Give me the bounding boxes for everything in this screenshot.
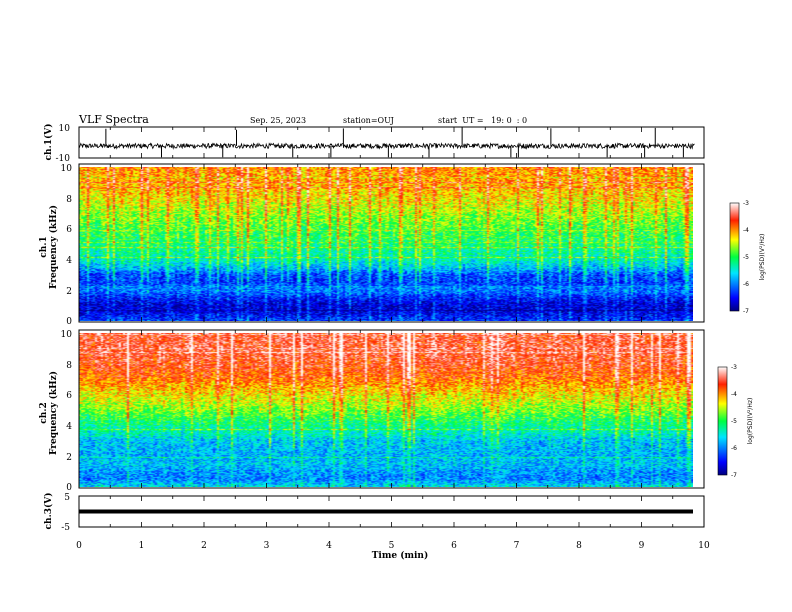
xtick-7: 7 <box>514 541 520 551</box>
x-axis-ticks <box>78 127 705 527</box>
ch1-ytick-top: 10 <box>59 124 71 134</box>
xtick-8: 8 <box>576 541 582 551</box>
x-axis-label: Time (min) <box>372 550 429 561</box>
start-time-label: start UT = 19: 0 : 0 <box>438 116 527 125</box>
ch2-spectrogram-ylabel-channel: ch.2 <box>39 402 49 423</box>
ch1-cbar-tick-m4: -4 <box>743 227 749 234</box>
ch1-ytick-bottom: -10 <box>56 154 71 164</box>
ch1-cbar-tick-m3: -3 <box>743 200 749 207</box>
xtick-6: 6 <box>451 541 457 551</box>
ch1-ytick-0: 0 <box>66 317 72 327</box>
xtick-3: 3 <box>264 541 270 551</box>
ch2-colorbar <box>717 366 728 476</box>
ch1-waveform-frame <box>79 127 704 158</box>
ch2-spectrogram-panel: 0 2 4 6 8 10 ch.2 Frequency (kHz) -3 -4 … <box>39 329 754 493</box>
ch3-ytick-bottom: -5 <box>61 523 70 533</box>
ch2-cbar-tick-m5: -5 <box>731 418 737 425</box>
ch2-cbar-tick-m6: -6 <box>731 445 737 452</box>
figure-title: VLF Spectra <box>78 113 149 126</box>
station-label: station=OUJ <box>343 116 394 125</box>
ch2-ytick-10: 10 <box>61 330 73 340</box>
ch2-ytick-6: 6 <box>66 391 72 401</box>
ch3-ytick-top: 5 <box>64 493 70 503</box>
xtick-0: 0 <box>76 541 82 551</box>
ch1-waveform-ylabel: ch.1(V) <box>43 124 54 161</box>
ch1-ytick-10: 10 <box>61 164 73 174</box>
xtick-9: 9 <box>639 541 645 551</box>
ch1-colorbar-label: log(PSD)(V²/Hz) <box>759 234 766 281</box>
ch1-ytick-4: 4 <box>66 256 72 266</box>
ch2-cbar-tick-m4: -4 <box>731 391 737 398</box>
ch2-spectrogram-image <box>79 333 693 487</box>
ch2-cbar-tick-m7: -7 <box>731 472 737 479</box>
ch1-spectrogram-yticks: 0 2 4 6 8 10 <box>61 164 73 327</box>
ch1-spikes <box>105 127 684 158</box>
ch1-ytick-8: 8 <box>66 195 72 205</box>
ch1-spectrogram-image <box>79 167 693 321</box>
ch1-colorbar <box>729 202 740 312</box>
ch2-ytick-4: 4 <box>66 422 72 432</box>
xtick-2: 2 <box>201 541 207 551</box>
ch2-ytick-8: 8 <box>66 361 72 371</box>
ch3-waveform-panel: 5 -5 ch.3(V) <box>43 493 705 533</box>
xtick-1: 1 <box>139 541 145 551</box>
ch2-ytick-0: 0 <box>66 483 72 493</box>
xtick-4: 4 <box>326 541 332 551</box>
ch1-waveform-line <box>78 142 695 150</box>
ch1-ytick-6: 6 <box>66 225 72 235</box>
ch3-waveform-ylabel: ch.3(V) <box>43 493 54 530</box>
ch2-cbar-tick-m3: -3 <box>731 364 737 371</box>
ch1-cbar-tick-m6: -6 <box>743 281 749 288</box>
ch1-spectrogram-ylabel-frequency: Frequency (kHz) <box>48 205 59 289</box>
ch1-ytick-2: 2 <box>66 287 72 297</box>
xtick-10: 10 <box>698 541 710 551</box>
date-label: Sep. 25, 2023 <box>250 116 306 125</box>
ch1-cbar-tick-m5: -5 <box>743 254 749 261</box>
xtick-5: 5 <box>389 541 395 551</box>
ch2-spectrogram-ylabel-frequency: Frequency (kHz) <box>48 371 59 455</box>
ch2-ytick-2: 2 <box>66 453 72 463</box>
ch1-spectrogram-ylabel-channel: ch.1 <box>39 236 49 257</box>
ch2-colorbar-label: log(PSD)(V²/Hz) <box>747 398 754 445</box>
ch1-waveform-panel: 10 -10 ch.1(V) <box>43 124 705 164</box>
ch1-cbar-tick-m7: -7 <box>743 308 749 315</box>
ch1-spectrogram-panel: 0 2 4 6 8 10 ch.1 Frequency (kHz) -3 -4 … <box>39 163 766 327</box>
